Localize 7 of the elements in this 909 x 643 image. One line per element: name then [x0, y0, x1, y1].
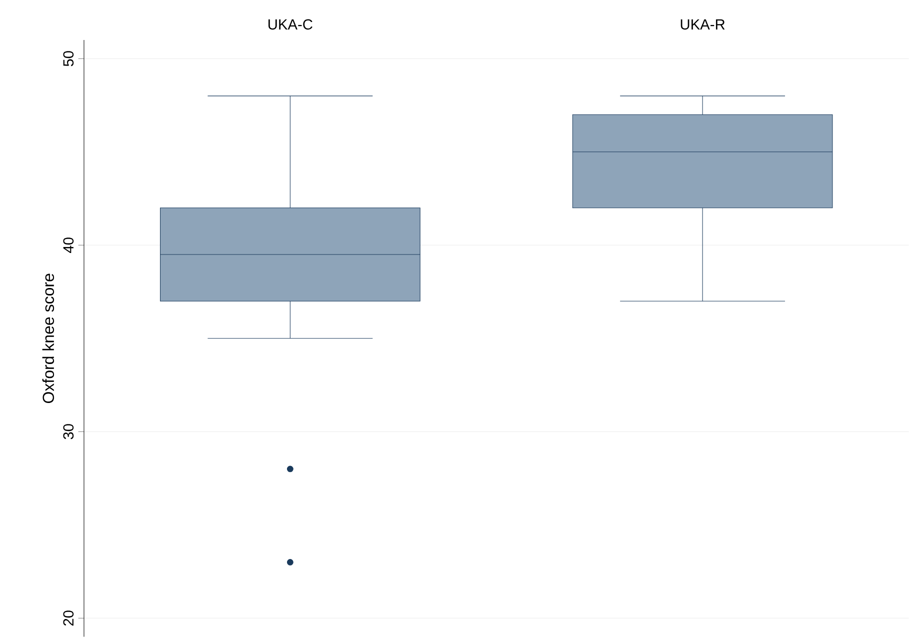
y-tick-label: 40 [63, 238, 74, 254]
y-tick-label: 50 [63, 51, 74, 66]
y-tick-label: 20 [63, 610, 74, 626]
y-tick-label: 30 [63, 424, 74, 440]
x-tick-label: UKA-C [268, 19, 312, 30]
y-axis-title: Oxford knee score [42, 274, 54, 404]
x-tick-label: UKA-R [680, 20, 725, 30]
